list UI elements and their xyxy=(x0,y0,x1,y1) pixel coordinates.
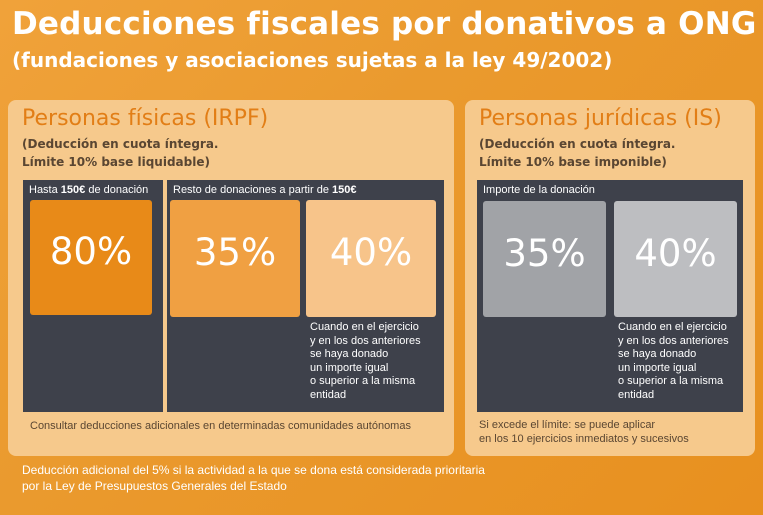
column-importe-donacion: Importe de la donación 35% 40% Cuando en… xyxy=(477,180,743,412)
panel-note-line: Límite 10% base imponible) xyxy=(479,155,667,169)
panel-footer-note: Consultar deducciones adicionales en det… xyxy=(30,420,411,432)
box-description: Cuando en el ejercicio y en los dos ante… xyxy=(310,321,421,401)
panel-footer-note: Si excede el límite: se puede aplicar en… xyxy=(479,419,689,445)
panel-note-line: (Deducción en cuota íntegra. xyxy=(479,137,676,151)
column-label: Hasta 150€ de donación xyxy=(29,184,149,196)
column-resto-donaciones: Resto de donaciones a partir de 150€ 35%… xyxy=(167,180,444,412)
deduction-box-40: 40% xyxy=(306,200,436,317)
deduction-box-40: 40% xyxy=(614,201,737,317)
bottom-note: Deducción adicional del 5% si la activid… xyxy=(22,463,485,493)
column-label: Importe de la donación xyxy=(483,184,595,196)
panel-heading: Personas físicas (IRPF) xyxy=(22,106,269,131)
deduction-box-35: 35% xyxy=(170,200,300,317)
deduction-box-35: 35% xyxy=(483,201,606,317)
deduction-box-80: 80% xyxy=(30,200,152,315)
column-hasta-150: Hasta 150€ de donación 80% xyxy=(23,180,163,412)
panel-note-line: Límite 10% base liquidable) xyxy=(22,155,210,169)
page-subtitle: (fundaciones y asociaciones sujetas a la… xyxy=(12,48,613,72)
panel-note: (Deducción en cuota íntegra. Límite 10% … xyxy=(479,135,676,171)
panel-personas-juridicas: Personas jurídicas (IS) (Deducción en cu… xyxy=(465,100,755,456)
box-description: Cuando en el ejercicio y en los dos ante… xyxy=(618,321,729,401)
page-title: Deducciones fiscales por donativos a ONG xyxy=(12,6,757,42)
panel-heading: Personas jurídicas (IS) xyxy=(479,106,722,131)
panel-personas-fisicas: Personas físicas (IRPF) (Deducción en cu… xyxy=(8,100,454,456)
panel-note: (Deducción en cuota íntegra. Límite 10% … xyxy=(22,135,219,171)
column-label: Resto de donaciones a partir de 150€ xyxy=(173,184,357,196)
panel-note-line: (Deducción en cuota íntegra. xyxy=(22,137,219,151)
